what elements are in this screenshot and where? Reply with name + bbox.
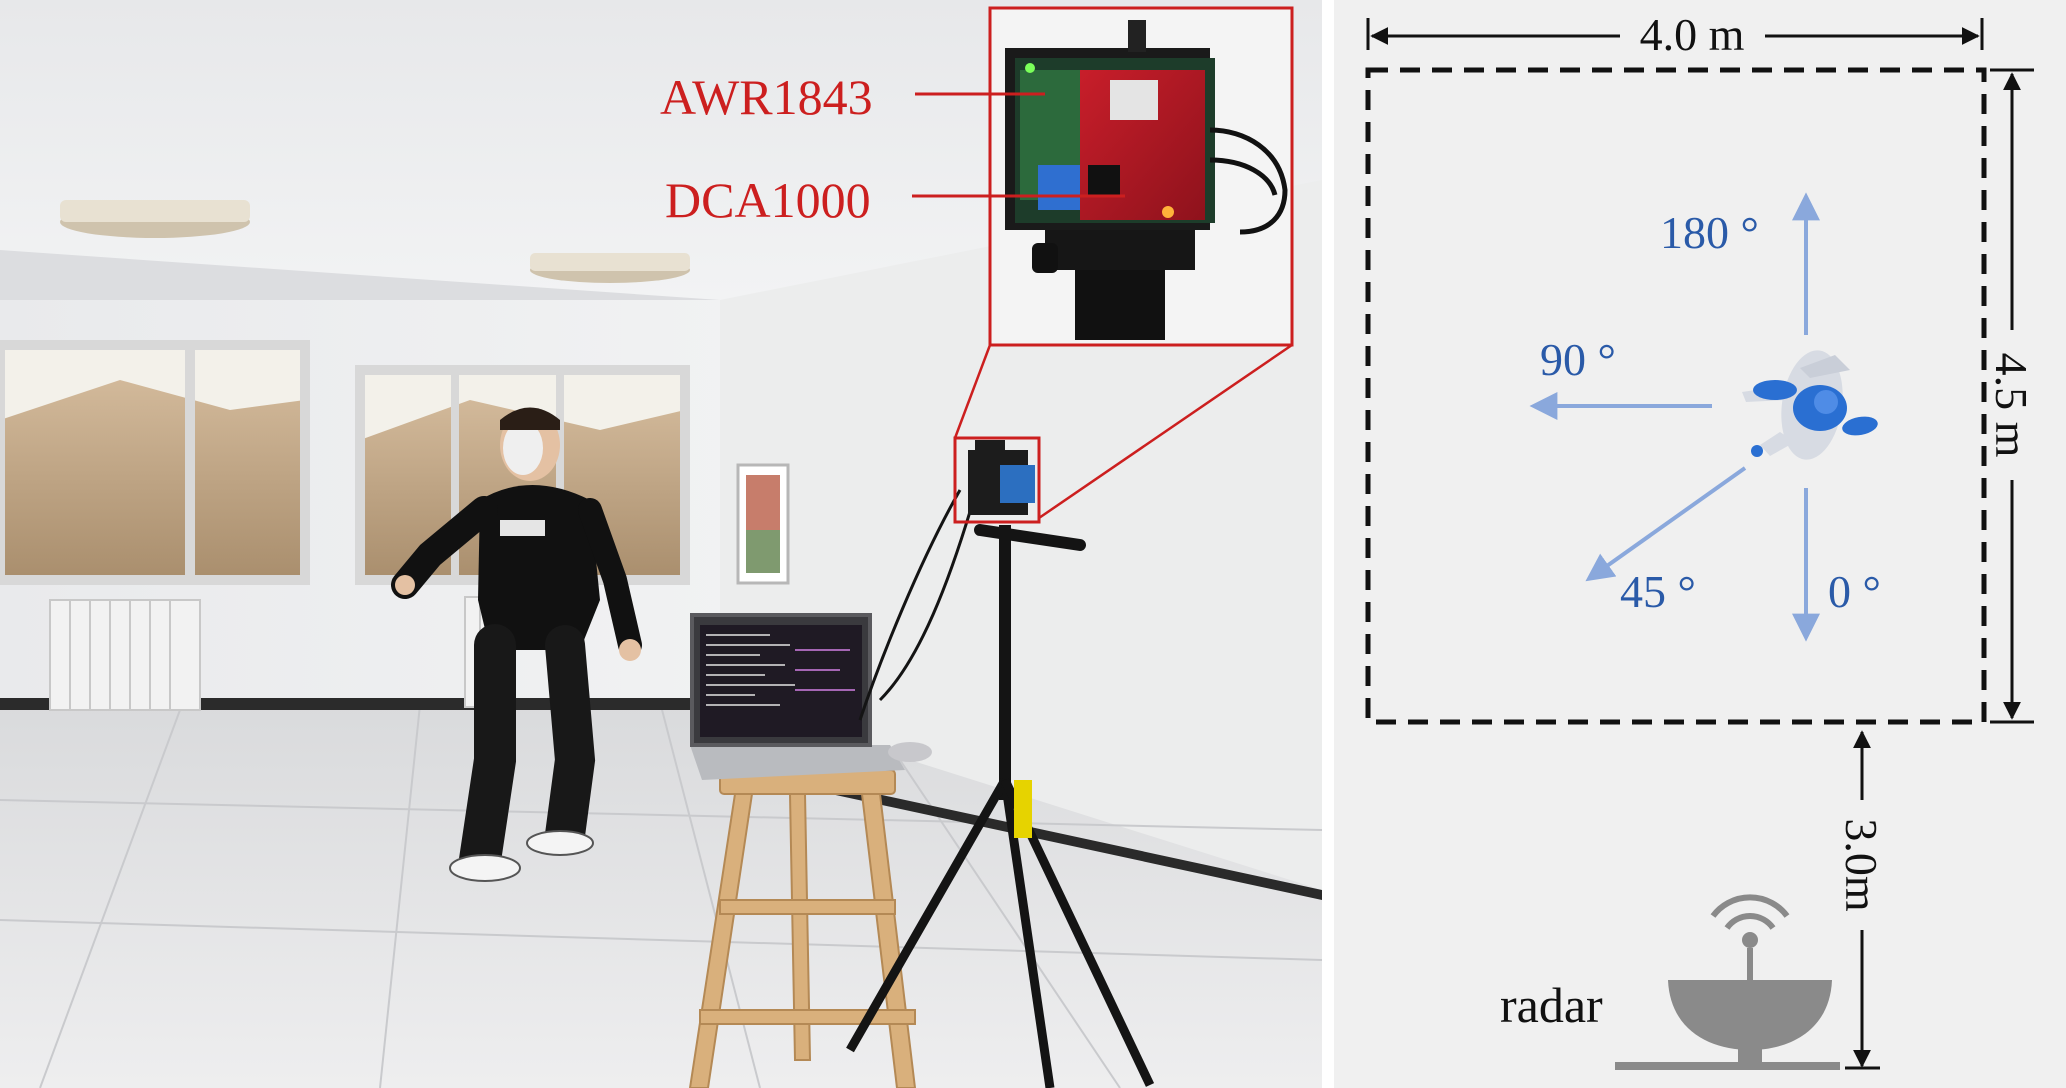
photo-panel: AWR1843 DCA1000 (0, 0, 1322, 1088)
arrow-45 (1585, 466, 1747, 582)
radar-closeup-inset (988, 6, 1294, 347)
depth-dimension: 4.5 m (1986, 68, 2037, 724)
radar-distance-dimension: 3.0m (1836, 730, 1887, 1070)
callout-awr1843: AWR1843 (660, 69, 1045, 125)
face-blur (503, 421, 543, 475)
tripod (846, 489, 1155, 1088)
layout-panel: 4.0 m 4.5 m 3.0m (1334, 0, 2066, 1088)
callout-dca1000-label: DCA1000 (665, 172, 871, 228)
experiment-area-boundary (1365, 67, 1987, 725)
radar-icon (1615, 894, 1840, 1070)
callout-dca1000: DCA1000 (665, 172, 1125, 228)
wall-painting (736, 463, 790, 585)
window-left (0, 340, 310, 585)
radar-device (968, 440, 1035, 515)
width-dimension: 4.0 m (1366, 9, 1984, 60)
person-top-view-icon (1742, 350, 1878, 460)
wooden-stool (688, 769, 917, 1088)
radar-label: radar (1500, 977, 1603, 1033)
angle-0-label: 0 ° (1828, 566, 1881, 617)
width-label: 4.0 m (1640, 9, 1745, 60)
ceiling-light-1 (60, 200, 250, 238)
floor-tile-lines (0, 701, 1322, 1088)
layout-background (1334, 0, 2066, 1088)
direction-arrows (1529, 192, 1820, 642)
panel-divider (1322, 0, 1334, 1088)
distance-label: 3.0m (1836, 818, 1887, 912)
callout-awr1843-label: AWR1843 (660, 69, 873, 125)
walking-person (391, 407, 642, 882)
angle-90-label: 90 ° (1540, 334, 1616, 385)
ceiling-light-2 (530, 253, 690, 283)
radiator-left (49, 599, 201, 711)
angle-45-label: 45 ° (1620, 566, 1696, 617)
radar-highlight-box (953, 436, 1041, 524)
depth-label: 4.5 m (1986, 353, 2037, 458)
angle-180-label: 180 ° (1660, 207, 1759, 258)
laptop (690, 613, 932, 780)
